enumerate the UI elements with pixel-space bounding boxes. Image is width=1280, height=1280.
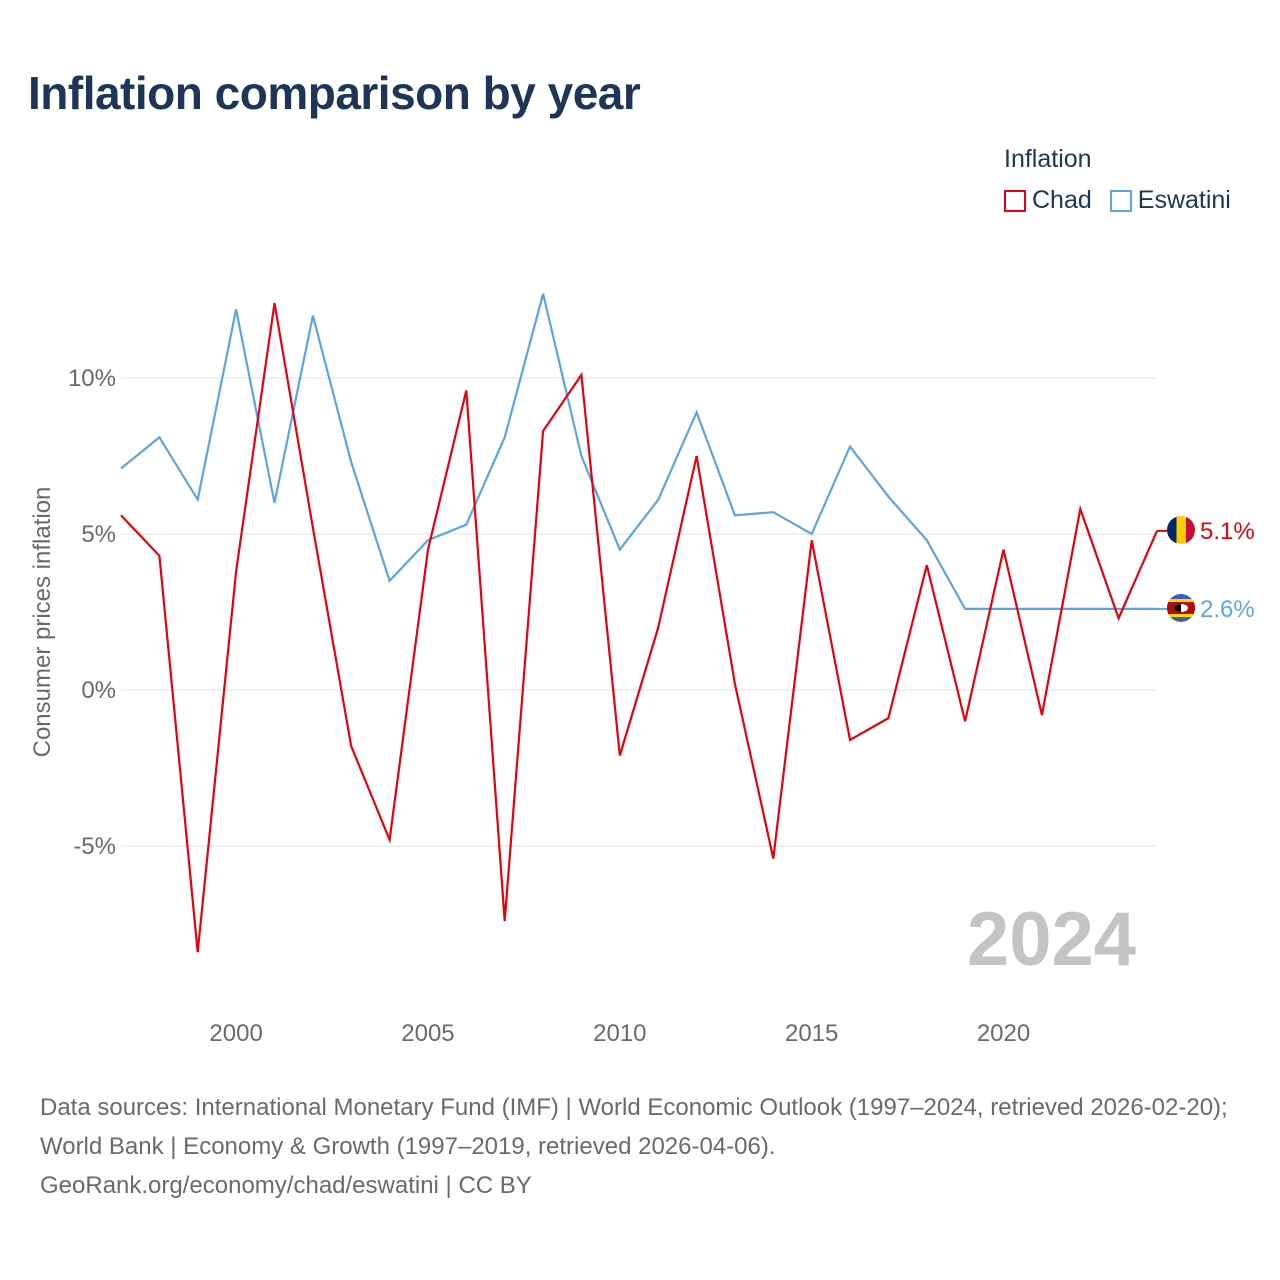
y-tick-label: 5%: [81, 521, 116, 548]
end-value-label-chad: 5.1%: [1200, 518, 1255, 545]
y-tick-label: -5%: [73, 833, 116, 860]
grid-lines: [121, 377, 1157, 847]
chart-title: Inflation comparison by year: [28, 67, 641, 119]
y-axis-label: Consumer prices inflation: [29, 487, 56, 758]
legend-item-eswatini[interactable]: Eswatini: [1109, 186, 1231, 215]
chad-flag: [1167, 516, 1195, 544]
data-sources: Data sources: International Monetary Fun…: [40, 1094, 1228, 1160]
flags: [1167, 516, 1195, 622]
x-tick-label: 2005: [401, 1020, 454, 1047]
legend-label-eswatini: Eswatini: [1137, 186, 1231, 214]
y-tick-label: 10%: [68, 365, 116, 392]
legend-item-chad[interactable]: Chad: [1004, 186, 1092, 215]
y-tick-labels: -5% 0% 5% 10%: [68, 365, 116, 860]
y-tick-label: 0%: [81, 677, 116, 704]
x-tick-label: 2015: [785, 1020, 838, 1047]
x-tick-label: 2000: [209, 1020, 262, 1047]
series-lines: [120, 293, 1159, 953]
x-tick-labels: 2000 2005 2010 2015 2020: [209, 1020, 1030, 1047]
line-chart: -5% 0% 5% 10% 2000 2005 2010 2015 2020 Consumer…: [29, 293, 1255, 1047]
legend-swatch-chad: [1004, 189, 1026, 212]
footer: Data sources: International Monetary Fun…: [40, 1088, 1250, 1205]
series-line-chad[interactable]: [120, 302, 1159, 953]
series-end-labels: 2.6% 5.1%: [1200, 518, 1255, 623]
series-end-markers: [1157, 529, 1167, 610]
year-watermark: 2024: [967, 897, 1136, 982]
legend-swatch-eswatini: [1109, 189, 1132, 212]
legend-title: Inflation: [1004, 145, 1092, 173]
end-value-label-eswatini: 2.6%: [1200, 596, 1255, 623]
x-tick-label: 2020: [977, 1020, 1030, 1047]
credit-link[interactable]: GeoRank.org/economy/chad/eswatini | CC B…: [40, 1172, 532, 1199]
legend: Chad Eswatini: [1004, 186, 1249, 215]
x-tick-label: 2010: [593, 1020, 646, 1047]
eswatini-flag: [1167, 594, 1195, 622]
legend-label-chad: Chad: [1032, 186, 1092, 214]
